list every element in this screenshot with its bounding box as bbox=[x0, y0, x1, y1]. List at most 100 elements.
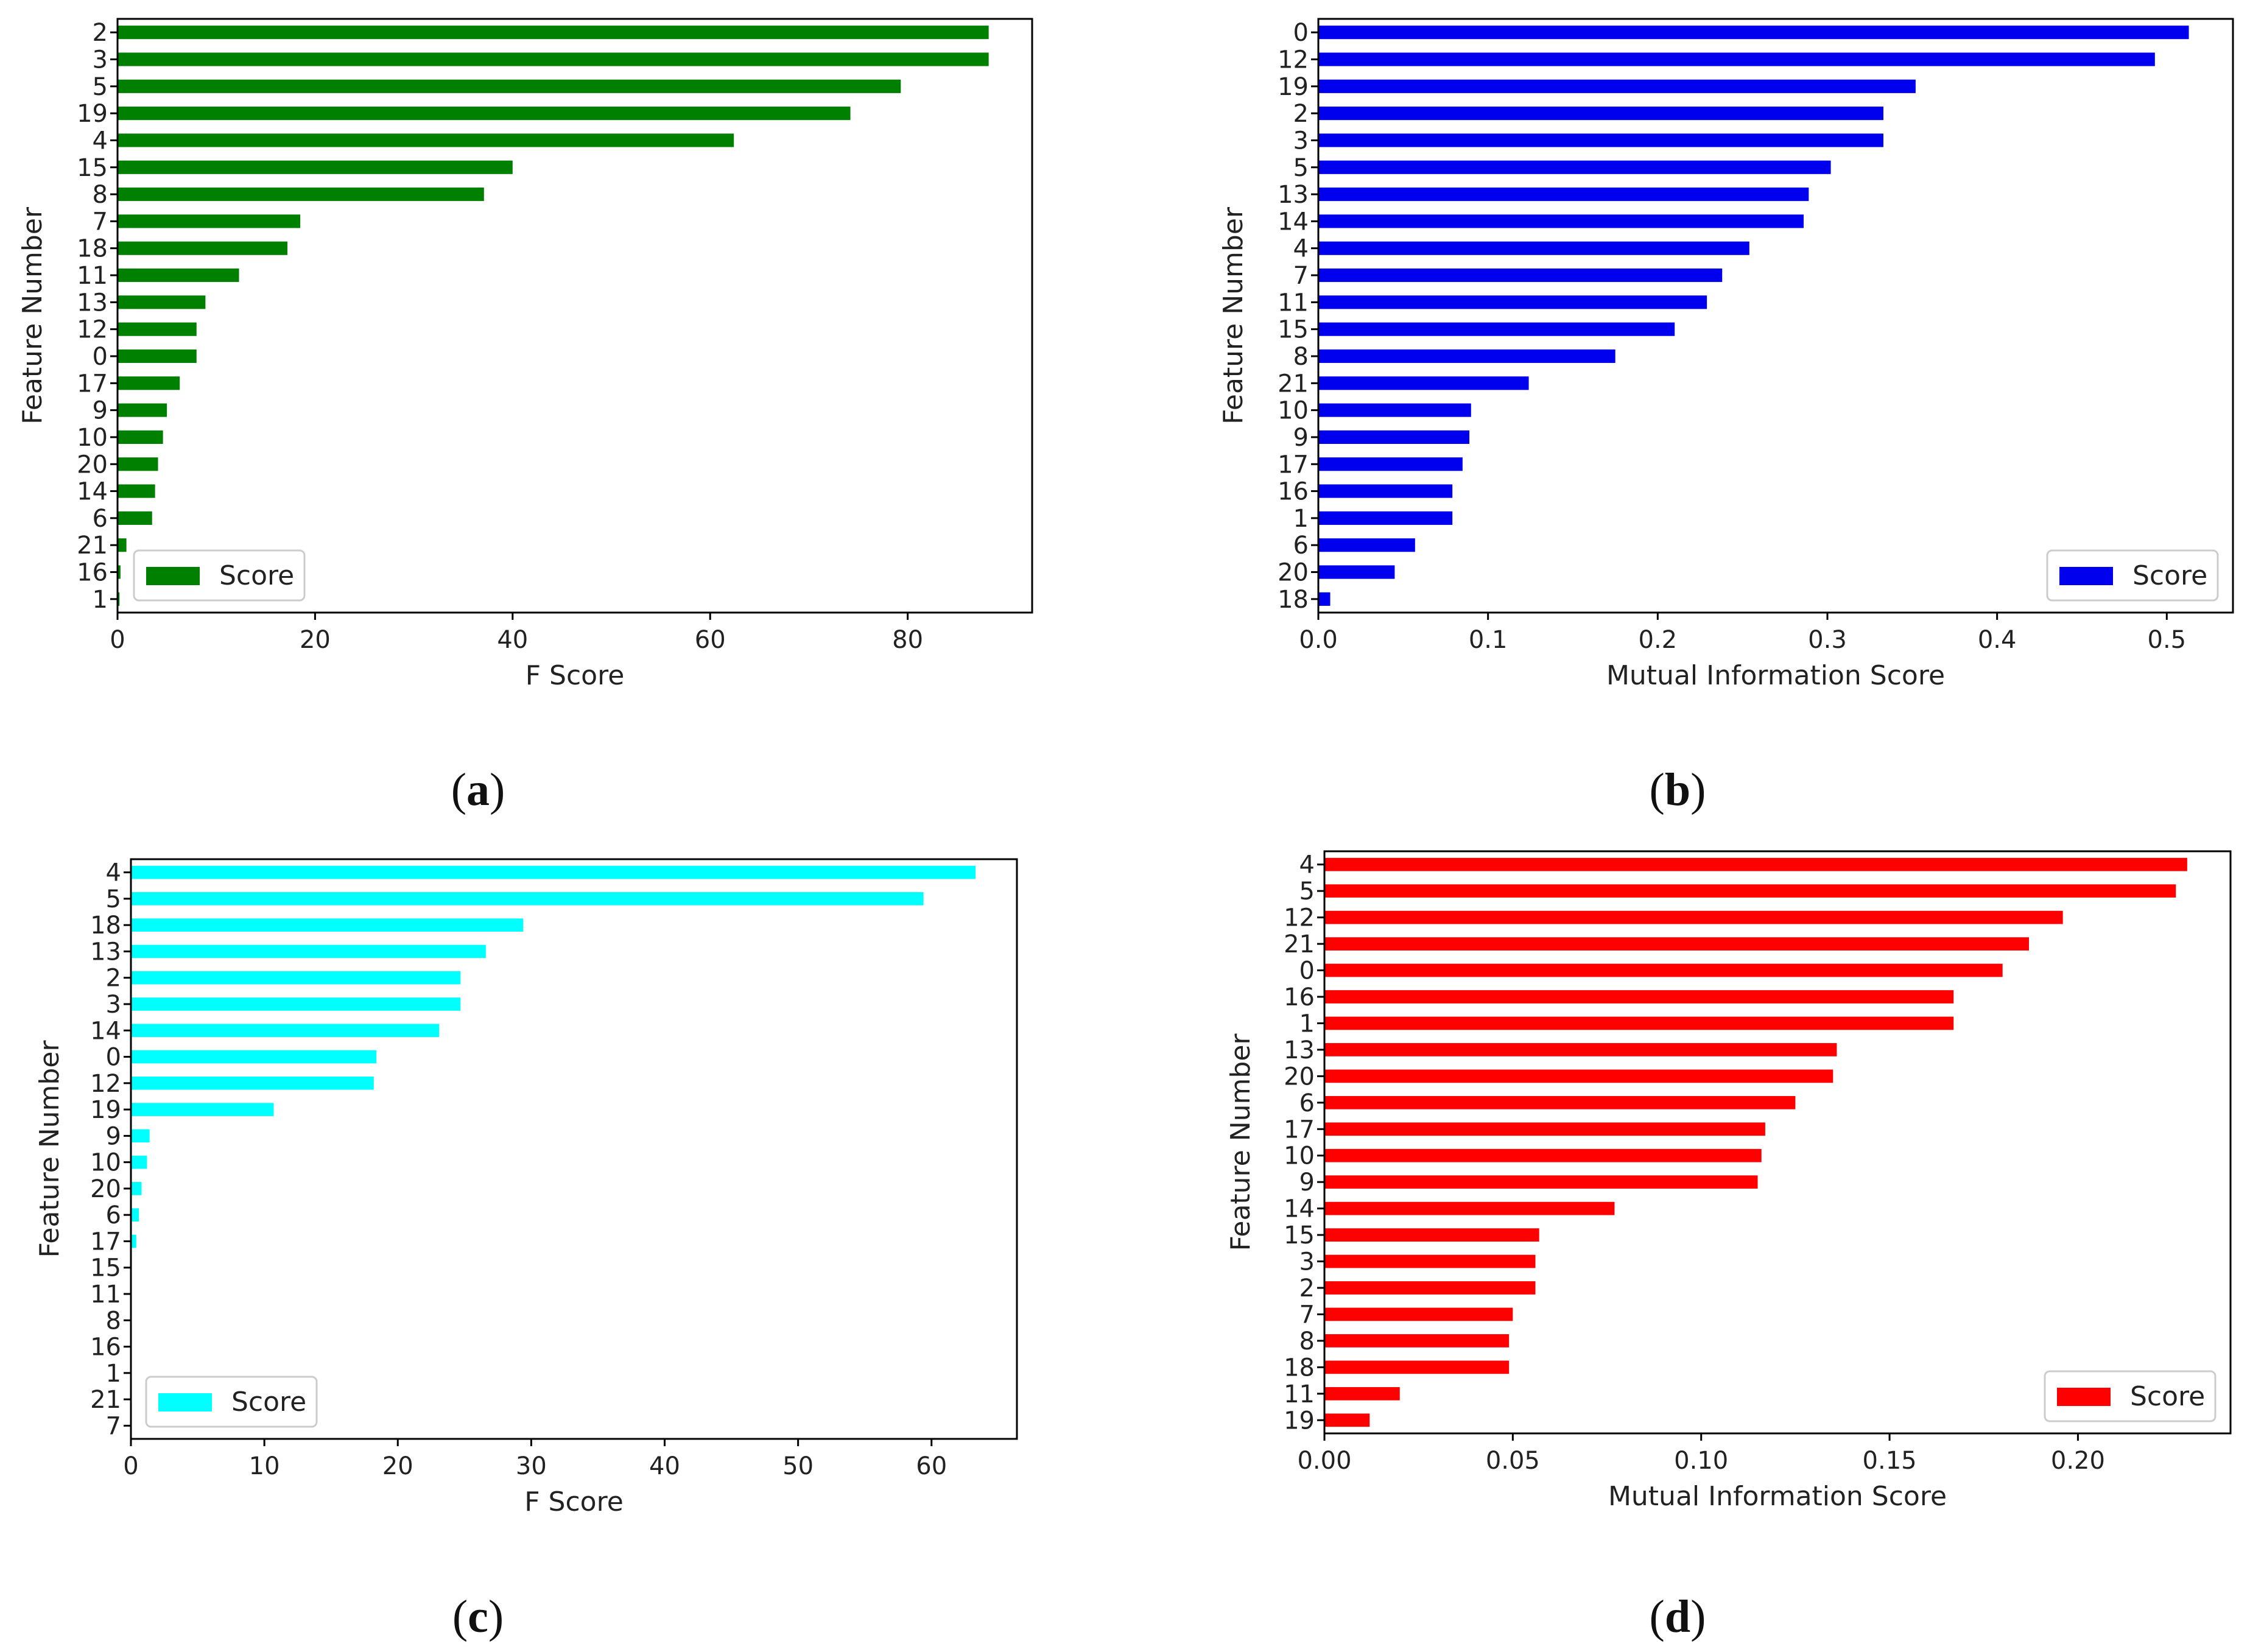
bar bbox=[118, 511, 152, 525]
bar bbox=[1318, 565, 1395, 579]
y-tick-label: 0 bbox=[1293, 19, 1309, 47]
bar bbox=[1324, 1413, 1370, 1427]
bar bbox=[1318, 26, 2189, 40]
bar bbox=[118, 565, 121, 579]
y-tick-label: 9 bbox=[106, 1122, 121, 1150]
y-tick-label: 14 bbox=[77, 478, 108, 506]
y-tick-label: 19 bbox=[90, 1096, 121, 1124]
y-tick-label: 10 bbox=[77, 424, 108, 452]
y-tick-label: 15 bbox=[77, 154, 108, 182]
legend-swatch bbox=[158, 1393, 212, 1411]
bar bbox=[1324, 1148, 1762, 1162]
y-tick-label: 21 bbox=[77, 532, 108, 560]
y-tick-label: 1 bbox=[93, 586, 108, 614]
y-tick-label: 19 bbox=[1284, 1407, 1315, 1435]
y-tick-label: 6 bbox=[1293, 532, 1309, 560]
x-tick-label: 0 bbox=[123, 1452, 138, 1480]
x-tick-label: 0 bbox=[110, 626, 125, 654]
y-tick-label: 11 bbox=[77, 262, 108, 290]
y-tick-label: 14 bbox=[1284, 1195, 1315, 1223]
y-tick-label: 0 bbox=[1299, 957, 1315, 985]
y-tick-label: 19 bbox=[77, 100, 108, 128]
y-tick-label: 20 bbox=[90, 1175, 121, 1203]
plot-frame bbox=[130, 858, 1018, 1440]
bar bbox=[118, 160, 513, 174]
y-tick-label: 17 bbox=[1284, 1116, 1315, 1144]
y-tick-label: 11 bbox=[1284, 1380, 1315, 1408]
legend-box bbox=[2046, 549, 2219, 602]
bar bbox=[1324, 1175, 1758, 1189]
y-tick-label: 18 bbox=[77, 235, 108, 263]
y-tick-label: 20 bbox=[77, 451, 108, 479]
bar bbox=[1318, 214, 1804, 228]
y-tick-label: 7 bbox=[106, 1412, 121, 1440]
y-tick-label: 13 bbox=[77, 289, 108, 317]
bar bbox=[131, 1050, 377, 1064]
legend-swatch bbox=[2059, 567, 2113, 585]
x-axis-label: F Score bbox=[526, 660, 625, 691]
bar bbox=[118, 349, 197, 364]
bar bbox=[1318, 592, 1331, 606]
x-tick-label: 30 bbox=[516, 1452, 547, 1480]
y-tick-label: 21 bbox=[1278, 370, 1309, 398]
bar bbox=[1324, 910, 2063, 924]
bar bbox=[131, 1182, 142, 1195]
y-tick-label: 10 bbox=[90, 1149, 121, 1177]
x-axis-label: F Score bbox=[524, 1486, 624, 1517]
bar bbox=[1324, 1228, 1539, 1242]
y-tick-label: 1 bbox=[1299, 1010, 1315, 1038]
bar bbox=[118, 241, 287, 255]
plot-frame bbox=[1323, 850, 2232, 1435]
bar bbox=[1318, 484, 1453, 498]
x-tick-label: 0.1 bbox=[1469, 626, 1508, 654]
bar bbox=[1324, 1254, 1536, 1268]
x-tick-label: 80 bbox=[892, 626, 923, 654]
y-tick-label: 13 bbox=[1278, 181, 1309, 209]
bar bbox=[1318, 403, 1471, 417]
bar bbox=[1318, 322, 1675, 336]
y-tick-label: 4 bbox=[93, 127, 108, 155]
bar bbox=[131, 1155, 147, 1169]
y-tick-label: 5 bbox=[93, 73, 108, 101]
bar bbox=[1324, 857, 2187, 871]
bar bbox=[131, 918, 524, 932]
x-tick-label: 0.15 bbox=[1863, 1447, 1917, 1475]
y-tick-label: 2 bbox=[1293, 100, 1309, 128]
y-tick-label: 3 bbox=[93, 46, 108, 74]
bar bbox=[118, 26, 989, 40]
legend-swatch bbox=[146, 567, 200, 585]
x-tick-label: 10 bbox=[249, 1452, 280, 1480]
bar bbox=[1318, 268, 1723, 283]
y-tick-label: 2 bbox=[1299, 1274, 1315, 1302]
y-tick-label: 16 bbox=[90, 1334, 121, 1362]
y-tick-label: 17 bbox=[77, 370, 108, 398]
bar bbox=[1324, 1069, 1833, 1083]
caption-d: (d) bbox=[1650, 1591, 1706, 1642]
bar bbox=[1318, 160, 1831, 174]
bar bbox=[1318, 241, 1749, 255]
x-tick-label: 0.10 bbox=[1674, 1447, 1728, 1475]
y-tick-label: 2 bbox=[106, 965, 121, 993]
y-tick-label: 4 bbox=[1293, 235, 1309, 263]
bar bbox=[1318, 133, 1883, 147]
y-tick-label: 1 bbox=[1293, 505, 1309, 533]
y-tick-label: 3 bbox=[106, 991, 121, 1019]
bar bbox=[118, 538, 127, 552]
bar bbox=[131, 944, 486, 958]
y-tick-label: 18 bbox=[1284, 1354, 1315, 1382]
y-tick-label: 7 bbox=[1299, 1301, 1315, 1329]
bar bbox=[1324, 1122, 1765, 1136]
x-tick-label: 0.2 bbox=[1639, 626, 1678, 654]
y-tick-label: 0 bbox=[106, 1044, 121, 1072]
y-tick-label: 18 bbox=[1278, 586, 1309, 614]
y-tick-label: 20 bbox=[1278, 559, 1309, 587]
y-tick-label: 7 bbox=[1293, 262, 1309, 290]
y-tick-label: 8 bbox=[106, 1307, 121, 1335]
y-tick-label: 0 bbox=[93, 343, 108, 371]
y-axis-label: Feature Number bbox=[17, 206, 48, 424]
y-tick-label: 21 bbox=[90, 1386, 121, 1414]
bar bbox=[118, 430, 163, 445]
